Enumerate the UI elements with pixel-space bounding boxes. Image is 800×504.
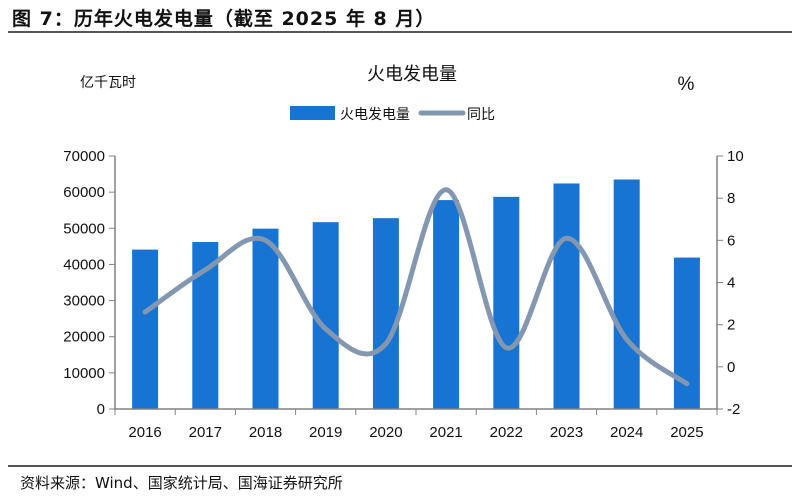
bar-2023: [553, 183, 580, 409]
right-axis-unit: %: [678, 74, 695, 95]
bar-2024: [613, 179, 640, 409]
left-axis-unit: 亿千瓦时: [80, 74, 136, 90]
x-tick-label: 2016: [128, 424, 161, 441]
legend-bar-swatch: [290, 106, 335, 120]
left-tick-label: 0: [97, 401, 105, 418]
source-note: 资料来源：Wind、国家统计局、国海证券研究所: [20, 474, 343, 492]
x-tick-label: 2024: [610, 424, 643, 441]
x-tick-label: 2025: [670, 424, 703, 441]
right-tick-label: 8: [727, 190, 735, 207]
left-tick-label: 70000: [63, 148, 105, 165]
x-tick-label: 2023: [550, 424, 583, 441]
x-tick-label: 2021: [429, 424, 462, 441]
right-tick-label: 2: [727, 317, 735, 334]
bar-2018: [252, 228, 279, 409]
bar-2016: [132, 249, 159, 409]
chart: 火电发电量 亿千瓦时 % 火电发电量 同比 010000200003000040…: [63, 64, 744, 441]
legend-bar-label: 火电发电量: [340, 106, 410, 122]
right-tick-label: -2: [727, 401, 740, 418]
x-tick-label: 2022: [490, 424, 523, 441]
left-tick-label: 50000: [63, 220, 105, 237]
left-tick-label: 10000: [63, 365, 105, 382]
right-tick-label: 10: [727, 148, 744, 165]
bar-2025: [673, 257, 700, 409]
figure-title: 图 7：历年火电发电量（截至 2025 年 8 月）: [12, 8, 436, 30]
yoy-line: [142, 187, 690, 387]
legend-line-label: 同比: [467, 106, 495, 122]
x-tick-label: 2017: [189, 424, 222, 441]
left-tick-label: 20000: [63, 329, 105, 346]
x-tick-label: 2018: [249, 424, 282, 441]
bar-2020: [372, 218, 399, 409]
left-tick-label: 40000: [63, 256, 105, 273]
right-tick-label: 6: [727, 232, 735, 249]
x-tick-label: 2020: [369, 424, 402, 441]
bar-2021: [433, 200, 460, 409]
right-tick-label: 0: [727, 359, 735, 376]
bar-2022: [493, 196, 520, 409]
x-tick-label: 2019: [309, 424, 342, 441]
left-tick-label: 60000: [63, 184, 105, 201]
right-tick-label: 4: [727, 275, 735, 292]
bottom-rule: [8, 465, 792, 467]
chart-title: 火电发电量: [367, 64, 457, 84]
left-tick-label: 30000: [63, 293, 105, 310]
top-rule: [8, 31, 792, 33]
